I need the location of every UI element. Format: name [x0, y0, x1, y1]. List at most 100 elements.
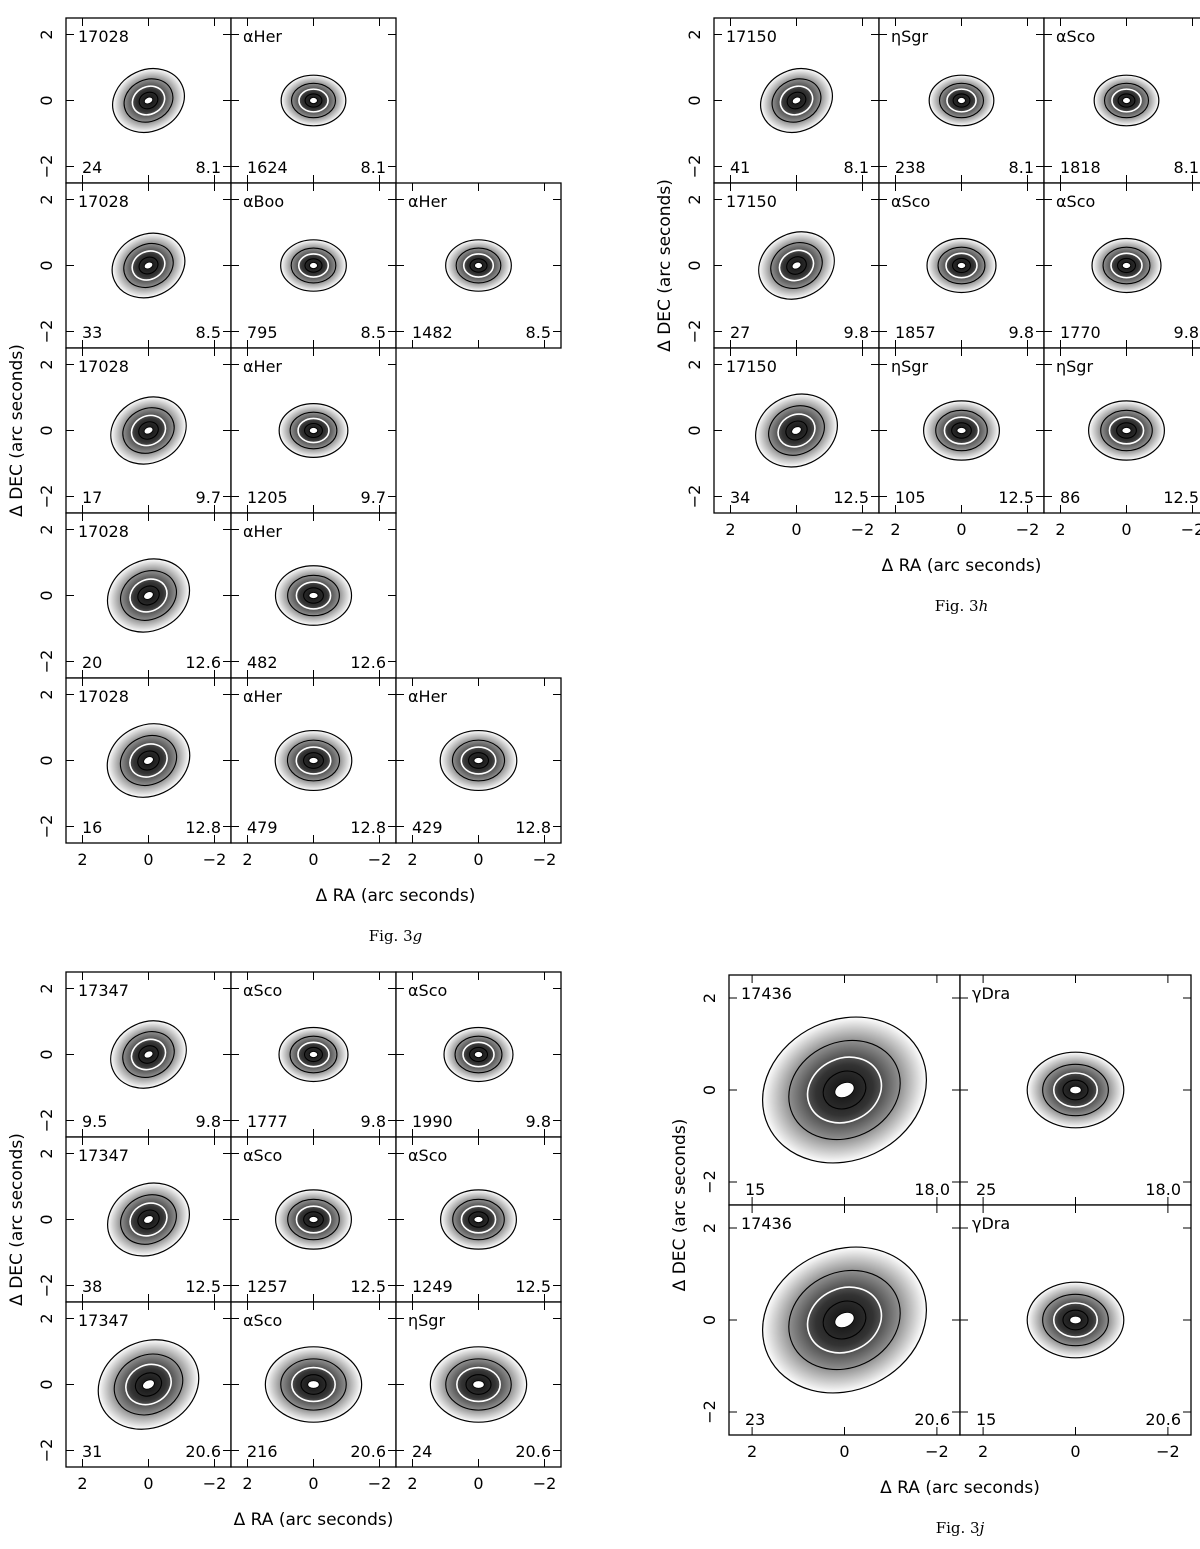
x-tick-label: 0: [473, 850, 483, 869]
psf-image: [1026, 1051, 1125, 1129]
panel-count-label: 795: [247, 323, 278, 342]
contour-inner-white: [806, 1056, 883, 1124]
contour-inner: [303, 1211, 324, 1228]
psf-image: [754, 393, 839, 468]
panel-star-name: γDra: [972, 984, 1010, 1003]
contour-mid: [454, 1035, 503, 1074]
contour-inner: [469, 258, 488, 273]
y-tick-label: 0: [685, 260, 704, 270]
panel-star-name: αHer: [408, 192, 447, 211]
panel-g-0-1: αHer 1624 8.1: [230, 17, 397, 184]
contour-core: [143, 261, 154, 270]
y-tick-label: 0: [37, 95, 56, 105]
psf-image: [275, 1189, 352, 1250]
figure-g-axes: 20−220−220−220−220−22 0 −2 2 0 −2 2 0 −2Δ RA (ar…: [7, 29, 556, 945]
panel-g-4-0: 17028 16 12.8: [65, 677, 232, 844]
panel-star-name: 17150: [726, 27, 777, 46]
panel-star-name: 17028: [78, 357, 129, 376]
panel-j-0-0: 17436 15 18.0: [728, 974, 961, 1206]
panel-count-label: 15: [976, 1410, 996, 1429]
contour-mid: [120, 570, 177, 621]
x-axis-label: Δ RA (arc seconds): [316, 886, 476, 906]
x-tick-label: 2: [1055, 520, 1065, 539]
panel-wavelength-label: 9.8: [1174, 323, 1199, 342]
contour-inner: [822, 1300, 867, 1340]
psf-image: [280, 239, 347, 292]
panel-star-name: 17150: [726, 192, 777, 211]
panel-g-4-1: αHer 479 12.8: [230, 677, 397, 844]
psf-image: [278, 403, 349, 458]
figure-caption: Fig. 3g: [369, 927, 423, 945]
panel-star-name: 17436: [741, 984, 792, 1003]
panel-count-label: 1624: [247, 158, 288, 177]
contour-inner: [951, 422, 972, 439]
contour-inner: [137, 585, 160, 606]
contour-inner-white: [129, 578, 168, 613]
contour-core: [791, 96, 802, 105]
x-tick-label: −2: [925, 1442, 949, 1461]
y-tick-label: −2: [37, 1439, 56, 1463]
panel-wavelength-label: 9.8: [844, 323, 869, 342]
y-tick-label: −2: [37, 320, 56, 344]
panel-star-name: αSco: [891, 192, 930, 211]
contour-mid: [452, 1198, 505, 1241]
contour-inner-white: [291, 1366, 336, 1403]
panel-g-1-2: αHer 1482 8.5: [395, 182, 562, 349]
contour-core: [472, 1380, 485, 1389]
contour-core: [1121, 262, 1132, 269]
panel-wavelength-label: 20.6: [185, 1442, 221, 1461]
panel-count-label: 1990: [412, 1112, 453, 1131]
contour-inner: [138, 421, 159, 440]
panel-star-name: ηSgr: [891, 27, 928, 46]
panel-count-label: 27: [730, 323, 750, 342]
panel-j-1-0: 17436 23 20.6: [728, 1204, 961, 1436]
panel-wavelength-label: 18.0: [914, 1180, 950, 1199]
panel-star-name: ηSgr: [1056, 357, 1093, 376]
panel-i-0-1: αSco 1777 9.8: [230, 971, 397, 1138]
panel-g-1-1: αBoo 795 8.5: [230, 182, 397, 349]
panel-wavelength-label: 12.5: [833, 488, 869, 507]
psf-image: [111, 232, 186, 299]
contour-mid: [287, 1198, 340, 1241]
contour-inner-white: [129, 1202, 168, 1237]
x-tick-label: 0: [1070, 1442, 1080, 1461]
panel-star-name: αHer: [243, 27, 282, 46]
panel-count-label: 1257: [247, 1277, 288, 1296]
contour-core: [956, 262, 967, 269]
contour-inner-white: [460, 746, 497, 775]
panel-wavelength-label: 8.1: [844, 158, 869, 177]
contour-core: [143, 426, 154, 435]
figure-i-axes: 2 0 −2 2 0 −2 2 0 −2 2 0 −2 2 0 −2 2 0 −2 Δ RA (arc second…: [7, 983, 556, 1530]
x-tick-label: 2: [978, 1442, 988, 1461]
panel-count-label: 216: [247, 1442, 278, 1461]
contour-inner-white: [779, 85, 814, 116]
panel-star-name: 17150: [726, 357, 777, 376]
psf-image: [1093, 74, 1160, 127]
contour-mid: [788, 1039, 901, 1141]
panel-g-2-1: αHer 1205 9.7: [230, 347, 397, 514]
panel-wavelength-label: 12.5: [185, 1277, 221, 1296]
contour-core: [308, 592, 319, 599]
y-tick-label: 0: [37, 590, 56, 600]
psf-image: [761, 1246, 928, 1394]
panel-wavelength-label: 12.8: [515, 818, 551, 837]
y-tick-label: 0: [685, 425, 704, 435]
contour-inner: [465, 1374, 492, 1395]
contour-mid: [289, 1035, 338, 1074]
contour-mid: [123, 242, 174, 289]
panel-count-label: 17: [82, 488, 102, 507]
panel-star-name: 17028: [78, 192, 129, 211]
panel-wavelength-label: 8.1: [196, 158, 221, 177]
contour-mid: [937, 246, 986, 285]
panel-wavelength-label: 8.1: [1174, 158, 1199, 177]
panel-count-label: 9.5: [82, 1112, 107, 1131]
panel-count-label: 20: [82, 653, 102, 672]
x-tick-label: 0: [791, 520, 801, 539]
panel-i-0-0: 17347 9.5 9.8: [65, 971, 232, 1138]
y-tick-label: −2: [700, 1170, 719, 1194]
x-tick-label: 2: [725, 520, 735, 539]
panel-wavelength-label: 8.5: [361, 323, 386, 342]
panel-wavelength-label: 9.7: [196, 488, 221, 507]
x-tick-label: 2: [242, 850, 252, 869]
panel-star-name: αSco: [1056, 27, 1095, 46]
